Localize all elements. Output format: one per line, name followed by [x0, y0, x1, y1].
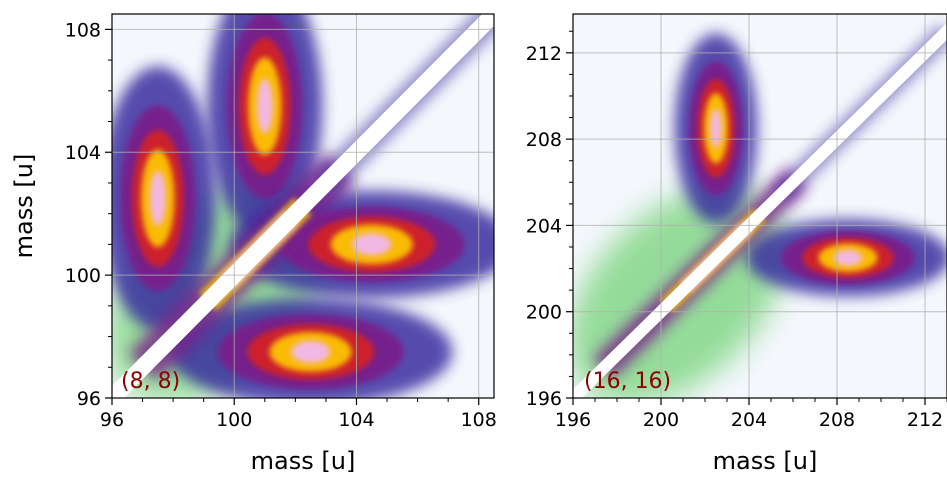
lobe-core — [149, 170, 166, 226]
heat-layers-left — [112, 14, 494, 398]
diagonal-gap — [573, 22, 947, 398]
x-tick-label: 204 — [731, 409, 767, 431]
x-tick-label: 108 — [461, 409, 497, 431]
y-tick-label: 196 — [526, 388, 562, 410]
x-axis-label: mass [u] — [713, 447, 818, 475]
y-tick-label: 108 — [65, 19, 101, 41]
panel-left: 96 100 104 108 96 100 104 108 (8, 8) mass [u] m… — [10, 13, 497, 475]
y-tick-label: 208 — [526, 129, 562, 151]
lobe — [674, 33, 758, 224]
grid-left — [112, 14, 494, 398]
y-axis-label: mass [u] — [10, 154, 38, 259]
y-tick-label: 212 — [526, 43, 562, 65]
panel-annotation: (8, 8) — [121, 369, 180, 394]
heat-layers-right — [573, 14, 947, 398]
lobe-core — [352, 233, 392, 256]
ticks-right: 196 200 204 208 212 196 200 204 208 212 — [526, 30, 947, 431]
lobe-core — [710, 108, 722, 149]
lobe-core — [833, 249, 863, 266]
x-tick-label: 100 — [216, 409, 252, 431]
heatmap-left — [112, 14, 494, 398]
y-tick-label: 104 — [65, 142, 101, 164]
y-tick-label: 96 — [77, 388, 101, 410]
y-tick-label: 204 — [526, 215, 562, 237]
lobe-core — [291, 340, 331, 364]
plot-frame — [572, 13, 947, 399]
y-tick-label: 100 — [65, 265, 101, 287]
panel-annotation: (16, 16) — [584, 369, 671, 394]
x-tick-label: 212 — [907, 409, 943, 431]
grid-right — [573, 14, 947, 398]
heatmap-right — [573, 14, 947, 398]
lobe — [207, 14, 323, 239]
lobe-core — [256, 78, 273, 134]
x-tick-label: 96 — [100, 409, 124, 431]
x-tick-label: 200 — [643, 409, 679, 431]
lobe — [745, 219, 947, 297]
x-tick-label: 208 — [819, 409, 855, 431]
ticks-left: 96 100 104 108 96 100 104 108 — [65, 19, 497, 431]
lobe — [168, 298, 453, 398]
x-tick-label: 104 — [338, 409, 374, 431]
y-tick-label: 200 — [526, 302, 562, 324]
plot-frame — [111, 13, 495, 399]
diagonal-gap — [112, 14, 494, 398]
x-axis-label: mass [u] — [251, 447, 356, 475]
x-tick-label: 196 — [555, 409, 591, 431]
